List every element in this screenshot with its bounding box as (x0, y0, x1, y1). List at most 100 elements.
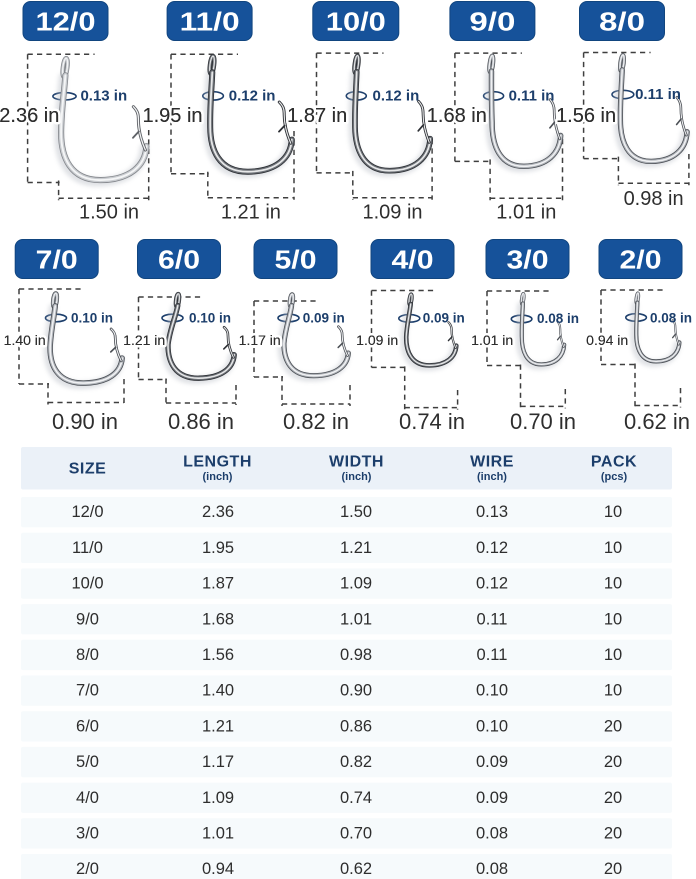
svg-text:0.94: 0.94 (202, 860, 234, 878)
svg-text:0.13 in: 0.13 in (80, 88, 127, 105)
svg-text:10: 10 (604, 682, 622, 700)
svg-text:1.68 in: 1.68 in (427, 105, 487, 127)
svg-text:0.86 in: 0.86 in (168, 409, 234, 434)
svg-text:6/0: 6/0 (76, 717, 99, 735)
svg-text:0.74: 0.74 (340, 789, 372, 807)
svg-text:1.21: 1.21 (340, 539, 372, 557)
svg-text:0.12: 0.12 (476, 575, 508, 593)
svg-text:10: 10 (604, 610, 622, 628)
svg-text:1.21 in: 1.21 in (123, 332, 165, 348)
svg-text:0.12 in: 0.12 in (229, 87, 276, 104)
svg-text:1.87 in: 1.87 in (287, 105, 347, 127)
svg-text:0.74 in: 0.74 in (399, 409, 465, 434)
svg-text:10: 10 (604, 539, 622, 557)
svg-text:7/0: 7/0 (36, 245, 78, 275)
svg-text:0.11: 0.11 (477, 646, 508, 664)
svg-text:0.12: 0.12 (476, 539, 508, 557)
svg-text:0.09 in: 0.09 in (303, 311, 345, 326)
svg-text:1.50 in: 1.50 in (79, 202, 139, 224)
svg-text:WIRE: WIRE (470, 454, 514, 471)
svg-text:8/0: 8/0 (76, 646, 99, 664)
svg-text:0.90: 0.90 (340, 682, 372, 700)
svg-text:1.56 in: 1.56 in (556, 105, 616, 127)
svg-text:1.95 in: 1.95 in (142, 105, 202, 127)
svg-text:20: 20 (604, 717, 622, 735)
svg-text:0.70 in: 0.70 in (510, 409, 576, 434)
svg-text:0.70: 0.70 (340, 825, 372, 843)
svg-text:5/0: 5/0 (76, 753, 99, 771)
svg-text:(inch): (inch) (477, 471, 507, 483)
svg-text:9/0: 9/0 (469, 7, 515, 37)
svg-text:1.17 in: 1.17 in (239, 332, 281, 348)
svg-text:1.01 in: 1.01 in (496, 202, 556, 224)
svg-text:0.82: 0.82 (340, 753, 372, 771)
svg-text:0.09 in: 0.09 in (423, 311, 465, 326)
svg-text:0.08: 0.08 (476, 825, 508, 843)
svg-text:12/0: 12/0 (71, 503, 103, 521)
svg-text:1.09 in: 1.09 in (356, 332, 398, 348)
svg-text:7/0: 7/0 (76, 682, 99, 700)
svg-text:1.40 in: 1.40 in (4, 332, 46, 348)
svg-text:12/0: 12/0 (36, 7, 96, 37)
svg-text:PACK: PACK (591, 454, 637, 471)
svg-text:0.08: 0.08 (476, 860, 508, 878)
svg-text:1.95: 1.95 (202, 539, 234, 557)
svg-text:2/0: 2/0 (76, 860, 99, 878)
svg-text:0.98: 0.98 (340, 646, 372, 664)
svg-text:2.36 in: 2.36 in (0, 105, 59, 127)
svg-text:0.82 in: 0.82 in (283, 409, 349, 434)
svg-text:10/0: 10/0 (71, 575, 103, 593)
svg-text:0.98 in: 0.98 in (624, 188, 684, 210)
svg-text:(pcs): (pcs) (601, 471, 628, 483)
svg-text:LENGTH: LENGTH (183, 454, 252, 471)
svg-text:(inch): (inch) (342, 471, 372, 483)
svg-text:0.12 in: 0.12 in (373, 87, 420, 104)
svg-text:1.01 in: 1.01 in (471, 332, 513, 348)
svg-text:10/0: 10/0 (326, 7, 386, 37)
svg-text:1.56 in: 1.56 in (556, 105, 616, 127)
svg-text:10: 10 (604, 575, 622, 593)
svg-text:0.10 in: 0.10 in (189, 311, 231, 326)
svg-text:20: 20 (604, 753, 622, 771)
svg-text:0.11 in: 0.11 in (509, 87, 555, 104)
svg-text:1.56: 1.56 (202, 646, 234, 664)
svg-text:SIZE: SIZE (69, 461, 107, 478)
svg-text:1.95 in: 1.95 in (142, 105, 202, 127)
svg-text:4/0: 4/0 (392, 245, 434, 275)
svg-text:1.87 in: 1.87 in (287, 105, 347, 127)
svg-text:1.40: 1.40 (202, 682, 234, 700)
svg-text:0.94 in: 0.94 in (586, 332, 628, 348)
svg-text:0.09: 0.09 (476, 753, 508, 771)
svg-text:3/0: 3/0 (76, 825, 99, 843)
svg-text:0.62: 0.62 (340, 860, 372, 878)
svg-text:1.50: 1.50 (340, 503, 372, 521)
svg-text:11/0: 11/0 (72, 539, 103, 557)
svg-text:1.01: 1.01 (340, 610, 372, 628)
svg-text:0.90 in: 0.90 in (52, 409, 118, 434)
svg-text:0.10 in: 0.10 in (71, 311, 113, 326)
svg-text:6/0: 6/0 (158, 245, 200, 275)
svg-text:20: 20 (604, 789, 622, 807)
svg-text:1.21: 1.21 (202, 717, 234, 735)
svg-text:0.11: 0.11 (477, 610, 508, 628)
svg-text:20: 20 (604, 860, 622, 878)
svg-text:1.01 in: 1.01 in (471, 332, 513, 348)
svg-text:1.68: 1.68 (202, 610, 234, 628)
svg-text:1.40 in: 1.40 in (4, 332, 46, 348)
svg-text:1.09: 1.09 (340, 575, 372, 593)
svg-text:10: 10 (604, 646, 622, 664)
svg-text:10: 10 (604, 503, 622, 521)
svg-text:3/0: 3/0 (507, 245, 549, 275)
svg-text:1.09 in: 1.09 in (356, 332, 398, 348)
svg-text:20: 20 (604, 825, 622, 843)
svg-text:9/0: 9/0 (76, 610, 99, 628)
svg-text:(inch): (inch) (203, 471, 233, 483)
svg-text:1.87: 1.87 (202, 575, 234, 593)
svg-text:5/0: 5/0 (275, 245, 317, 275)
svg-text:1.68 in: 1.68 in (427, 105, 487, 127)
svg-text:0.08 in: 0.08 in (650, 311, 692, 326)
svg-text:1.21 in: 1.21 in (221, 202, 281, 224)
svg-text:2.36 in: 2.36 in (0, 105, 59, 127)
svg-text:0.86: 0.86 (340, 717, 372, 735)
svg-text:11/0: 11/0 (180, 7, 240, 37)
